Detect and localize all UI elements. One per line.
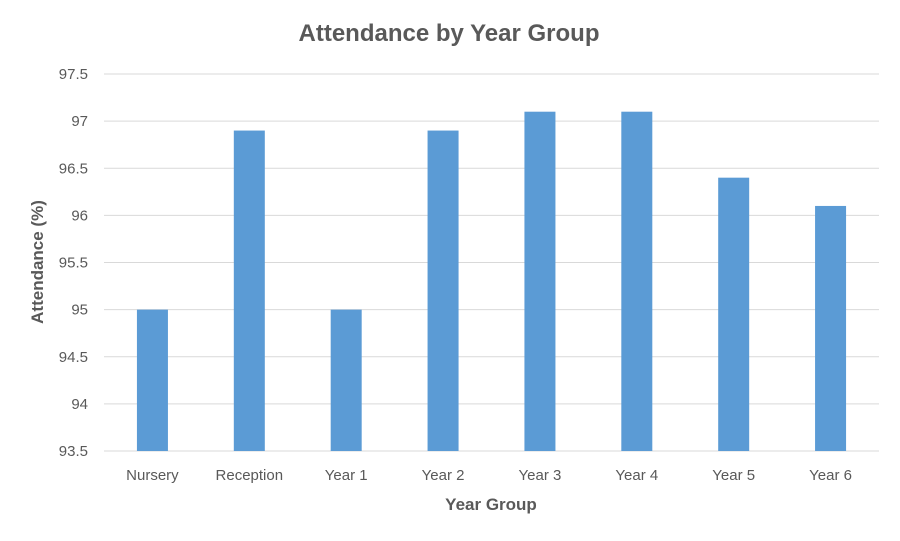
- bar: [621, 111, 653, 451]
- bar: [330, 309, 362, 451]
- y-tick-label: 96: [71, 207, 88, 224]
- y-tick-label: 94.5: [59, 349, 88, 366]
- x-tick-label: Year 2: [422, 467, 465, 484]
- bars: [136, 111, 847, 452]
- y-tick-label: 97.5: [59, 66, 88, 83]
- chart-title: Attendance by Year Group: [299, 20, 600, 47]
- y-tick-label: 95: [71, 302, 88, 319]
- bar: [427, 130, 459, 452]
- bar: [233, 130, 265, 452]
- x-tick-label: Year 5: [712, 467, 755, 484]
- x-tick-label: Year 6: [809, 467, 852, 484]
- bar: [136, 309, 168, 451]
- x-axis-ticks: Nursery Reception Year 1 Year 2 Year 3 Year 4…: [126, 467, 852, 484]
- x-tick-label: Year 4: [615, 467, 658, 484]
- x-tick-label: Nursery: [126, 467, 179, 484]
- y-tick-label: 94: [71, 396, 88, 413]
- bar: [524, 111, 556, 451]
- x-tick-label: Reception: [216, 467, 284, 484]
- bar: [815, 205, 847, 451]
- y-axis-title: Attendance (%): [28, 200, 47, 324]
- gridlines: [104, 73, 879, 452]
- y-tick-label: 97: [71, 113, 88, 130]
- x-axis-title: Year Group: [445, 495, 537, 514]
- y-tick-label: 96.5: [59, 160, 88, 177]
- y-tick-label: 95.5: [59, 255, 88, 272]
- y-tick-label: 93.5: [59, 443, 88, 460]
- y-axis-ticks: 93.5 94 94.5 95 95.5 96 96.5 97 97.5: [59, 66, 88, 460]
- x-tick-label: Year 1: [325, 467, 368, 484]
- x-tick-label: Year 3: [519, 467, 562, 484]
- bar: [718, 177, 750, 452]
